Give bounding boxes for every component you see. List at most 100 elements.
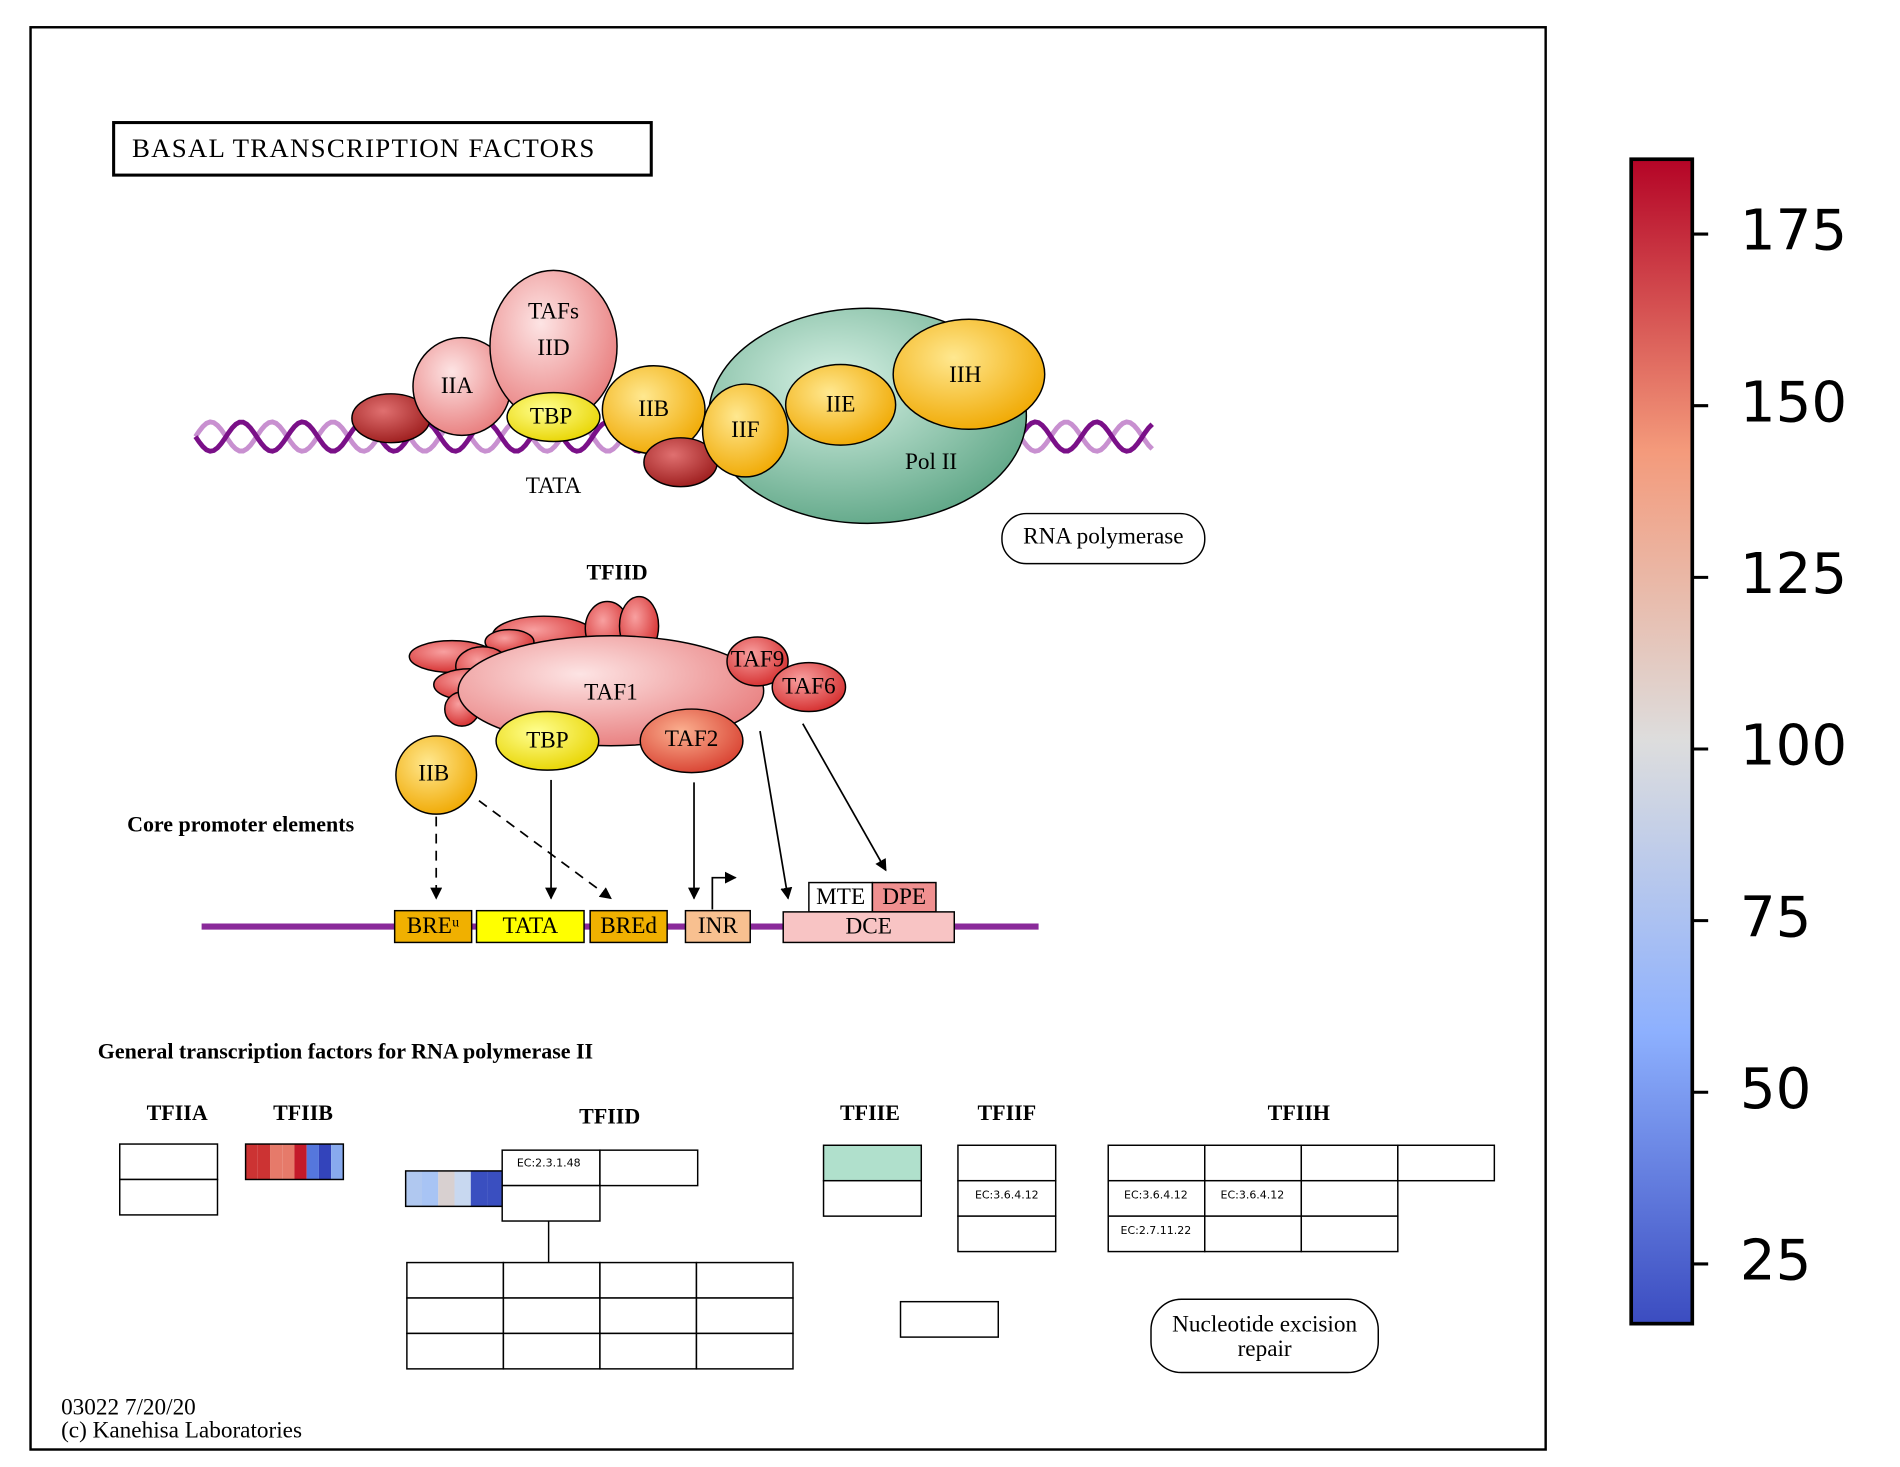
title-box <box>112 121 652 176</box>
gene-box <box>1107 1144 1206 1182</box>
gene-box <box>1300 1144 1399 1182</box>
arrow <box>478 800 612 900</box>
colorbar-tick-label: 100 <box>1740 714 1847 779</box>
tfiid-title: TFIID <box>586 560 647 585</box>
complex-label: TATA <box>526 473 582 499</box>
promoter-element <box>393 909 473 944</box>
gene-box <box>119 1178 219 1216</box>
ec-label: EC:2.7.11.22 <box>1121 1224 1192 1237</box>
gene-box <box>502 1261 601 1299</box>
gene-box <box>406 1297 505 1335</box>
gene-box <box>1397 1144 1496 1182</box>
complex-label: IID <box>537 335 569 361</box>
gene-box <box>244 1143 345 1181</box>
heat-cell <box>421 1170 439 1207</box>
promoter-label: BREᵘ <box>407 913 460 939</box>
title-box-border <box>112 121 653 177</box>
gtf-header: TFIID <box>579 1103 640 1128</box>
complex-label: IIF <box>731 417 759 443</box>
gtf-header: TFIIB <box>273 1100 333 1125</box>
heat-cell <box>318 1144 332 1180</box>
complex-label: IIA <box>441 373 473 399</box>
heat-cell <box>257 1144 271 1180</box>
link-label: RNA polymerase <box>1023 523 1183 549</box>
tfiid-label: TAF9 <box>731 647 785 673</box>
protein-taf2 <box>639 708 744 774</box>
colorbar-tick-label: 75 <box>1740 885 1812 950</box>
gene-box <box>599 1297 698 1335</box>
gene-box <box>1300 1179 1399 1217</box>
complex-label: TAFs <box>528 299 579 325</box>
colorbar-tick-label: 150 <box>1740 370 1847 435</box>
colorbar-tick-label: 175 <box>1740 199 1847 264</box>
gene-box <box>502 1297 601 1335</box>
protein-iih <box>892 318 1046 430</box>
promoter-label: DPE <box>882 884 926 910</box>
tss-arrow <box>711 871 737 910</box>
gtf-header: TFIIH <box>1268 1100 1330 1125</box>
footer: 03022 7/20/20 <box>61 1395 196 1421</box>
gene-box <box>502 1332 601 1370</box>
colorbar <box>1629 157 1695 1326</box>
gene-box <box>599 1261 698 1299</box>
gene-box <box>119 1143 219 1181</box>
arrow <box>802 723 887 872</box>
heat-cell <box>454 1170 471 1207</box>
gtf-header: TFIIA <box>147 1100 208 1125</box>
tfiid-label: TAF6 <box>782 674 836 700</box>
protein-iif <box>701 383 789 478</box>
heat-cell <box>487 1170 504 1207</box>
promoter-element <box>684 909 751 944</box>
gene-box <box>695 1297 794 1335</box>
footer: (c) Kanehisa Laboratories <box>61 1418 302 1444</box>
gene-box <box>957 1144 1057 1182</box>
colorbar-tick-label: 125 <box>1740 542 1847 607</box>
rna-polymerase-link <box>1001 512 1206 565</box>
protein-tbp <box>495 710 600 771</box>
promoter-title: Core promoter elements <box>127 811 355 836</box>
gene-box <box>1204 1179 1303 1217</box>
promoter-element <box>782 911 956 944</box>
gene-box <box>501 1149 601 1187</box>
protein-iib <box>395 735 478 815</box>
heat-cell <box>282 1144 295 1180</box>
heat-cell <box>306 1144 319 1180</box>
heat-cell <box>331 1144 344 1180</box>
gene-box <box>899 1300 999 1338</box>
ec-label: EC:3.6.4.12 <box>1124 1188 1188 1201</box>
gene-box <box>695 1261 794 1299</box>
gene-box <box>501 1184 601 1222</box>
gene-box <box>822 1179 923 1217</box>
promoter-label: TATA <box>503 913 559 939</box>
gene-box <box>1204 1215 1303 1253</box>
complex-label: Pol II <box>905 449 957 475</box>
link-label: Nucleotide excision <box>1172 1311 1357 1337</box>
protein-taf9 <box>726 636 789 687</box>
colorbar-tick-label: 25 <box>1740 1229 1812 1294</box>
gene-box <box>599 1332 698 1370</box>
gtf-header: TFIIF <box>977 1100 1036 1125</box>
tfiid-label: TBP <box>526 727 569 753</box>
heat-cell <box>294 1144 307 1180</box>
link-label: repair <box>1238 1336 1292 1362</box>
complex-label: IIH <box>949 362 981 388</box>
promoter-label: INR <box>698 913 738 939</box>
promoter-label: DCE <box>846 914 892 940</box>
gene-box <box>406 1261 505 1299</box>
heat-cell <box>270 1144 283 1180</box>
tfiid-label: IIB <box>418 760 449 786</box>
promoter-element <box>475 909 585 944</box>
gene-box <box>406 1332 505 1370</box>
gene-box <box>1300 1215 1399 1253</box>
heat-cell <box>405 1170 423 1207</box>
heat-cell <box>438 1170 455 1207</box>
protein-iie <box>784 363 897 446</box>
arrow <box>759 730 793 900</box>
promoter-label: BREd <box>600 913 657 939</box>
gene-box <box>599 1149 699 1187</box>
protein-taf6 <box>771 661 847 713</box>
pathway-link <box>1150 1298 1379 1374</box>
ec-label: EC:3.6.4.12 <box>1221 1188 1285 1201</box>
gene-box <box>957 1179 1057 1217</box>
